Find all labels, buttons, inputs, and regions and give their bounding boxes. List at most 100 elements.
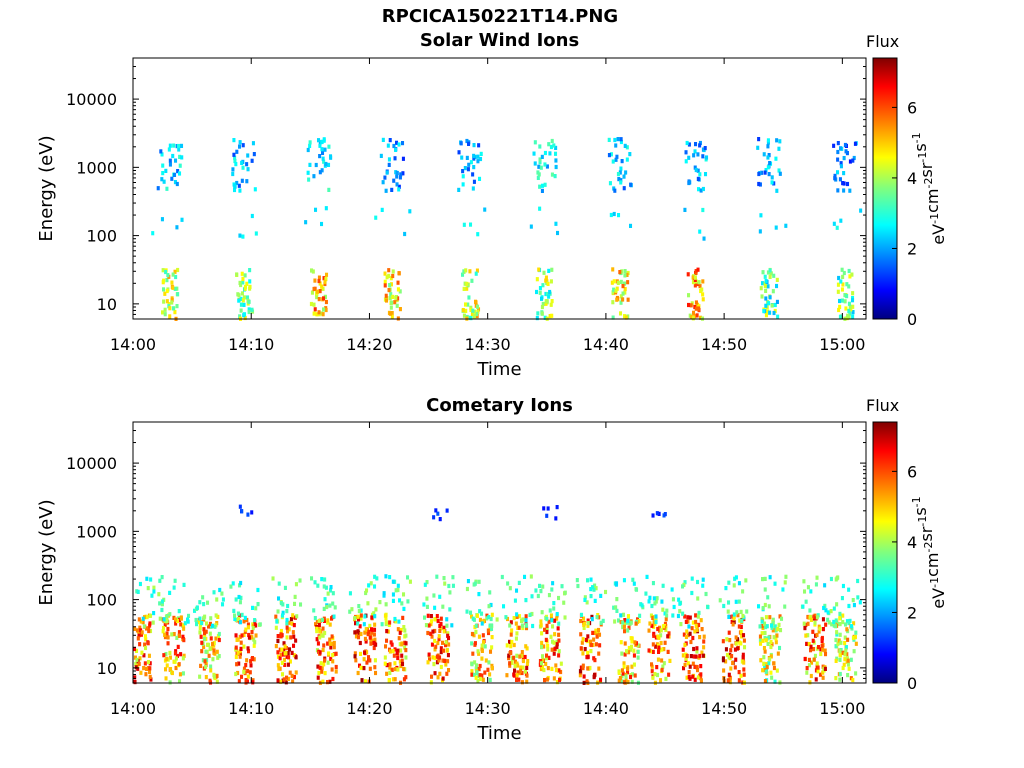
flux-cell (388, 670, 392, 675)
flux-cell (604, 589, 608, 595)
flux-cell (232, 138, 236, 143)
flux-cell (447, 635, 451, 641)
flux-cell (697, 187, 701, 192)
flux-cell (682, 666, 686, 671)
flux-cell (488, 672, 492, 677)
flux-cell (757, 604, 761, 609)
flux-cell (208, 678, 212, 683)
flux-cell (447, 668, 451, 673)
flux-cell (538, 206, 542, 211)
flux-cell (838, 649, 842, 654)
flux-cell (323, 671, 327, 676)
colorbar (872, 421, 898, 684)
flux-cell (133, 646, 137, 652)
flux-cell (701, 653, 705, 658)
flux-cell (659, 633, 663, 638)
flux-cell (148, 621, 152, 626)
flux-cell (473, 660, 477, 665)
flux-cell (331, 601, 335, 606)
flux-cell (164, 168, 168, 173)
flux-cell (221, 597, 225, 602)
flux-cell (576, 583, 580, 589)
flux-cell (311, 269, 315, 274)
flux-cell (318, 635, 322, 640)
flux-cell (318, 281, 322, 286)
flux-cell (250, 630, 254, 635)
flux-cell (180, 155, 184, 160)
flux-cell (478, 676, 482, 681)
flux-cell (474, 675, 478, 680)
flux-cell (241, 298, 245, 303)
flux-cell (477, 667, 481, 672)
flux-cell (133, 655, 137, 660)
flux-cell (182, 638, 186, 643)
flux-cell (614, 605, 618, 610)
flux-cell (655, 596, 659, 601)
flux-cell (775, 283, 779, 289)
flux-cell (472, 309, 476, 314)
flux-cell (182, 626, 186, 631)
flux-cell (231, 171, 235, 177)
flux-cell (253, 618, 257, 623)
x-tick-label: 14:10 (228, 335, 274, 354)
flux-cell (678, 609, 682, 614)
colorbar-tick-label: 6 (907, 98, 917, 117)
flux-cell (619, 300, 623, 305)
flux-cell (162, 278, 166, 283)
flux-cell (288, 659, 292, 664)
flux-cell (258, 622, 262, 627)
flux-cell (724, 586, 728, 591)
flux-cell (392, 143, 396, 149)
flux-cell (246, 669, 250, 674)
flux-cell (244, 678, 248, 683)
flux-cell (700, 627, 704, 632)
flux-cell (212, 674, 216, 679)
flux-cell (694, 306, 698, 311)
flux-cell (590, 617, 594, 622)
flux-cell (378, 600, 382, 605)
flux-cell (175, 653, 179, 658)
flux-cell (774, 628, 778, 633)
flux-cell (506, 616, 510, 622)
flux-cell (472, 143, 476, 148)
flux-cell (773, 581, 777, 586)
flux-cell (204, 629, 208, 634)
flux-cell (555, 612, 559, 617)
flux-cell (317, 275, 321, 280)
flux-cell (315, 312, 319, 317)
flux-cell (320, 666, 324, 671)
flux-cell (854, 641, 858, 646)
flux-cell (487, 660, 491, 665)
flux-cell (438, 623, 442, 629)
flux-cell (162, 653, 166, 658)
flux-cell (553, 618, 557, 623)
flux-cell (234, 645, 238, 650)
flux-cell (276, 678, 280, 683)
flux-cell (845, 282, 849, 287)
flux-cell (233, 187, 237, 193)
flux-cell (291, 679, 295, 684)
flux-cell (324, 277, 328, 282)
flux-cell (161, 629, 165, 634)
flux-cell (557, 632, 561, 637)
flux-cell (617, 618, 621, 623)
flux-cell (382, 591, 386, 596)
flux-cell (175, 225, 179, 230)
flux-cell (694, 269, 698, 274)
flux-cell (844, 306, 848, 311)
flux-cell (688, 664, 692, 669)
colorbar-unit-label: eV-1cm-2sr-1s-1 (910, 496, 948, 608)
flux-cell (490, 626, 494, 631)
flux-cell (739, 629, 743, 634)
flux-cell (553, 174, 557, 179)
flux-cell (733, 665, 737, 670)
flux-cell (609, 152, 613, 157)
flux-cell (165, 614, 169, 619)
flux-cell (841, 650, 845, 655)
flux-cell (443, 658, 447, 663)
flux-cell (167, 147, 171, 152)
flux-cell (320, 168, 324, 173)
flux-cell (384, 574, 388, 579)
flux-cell (814, 668, 818, 673)
flux-cell (505, 643, 509, 648)
